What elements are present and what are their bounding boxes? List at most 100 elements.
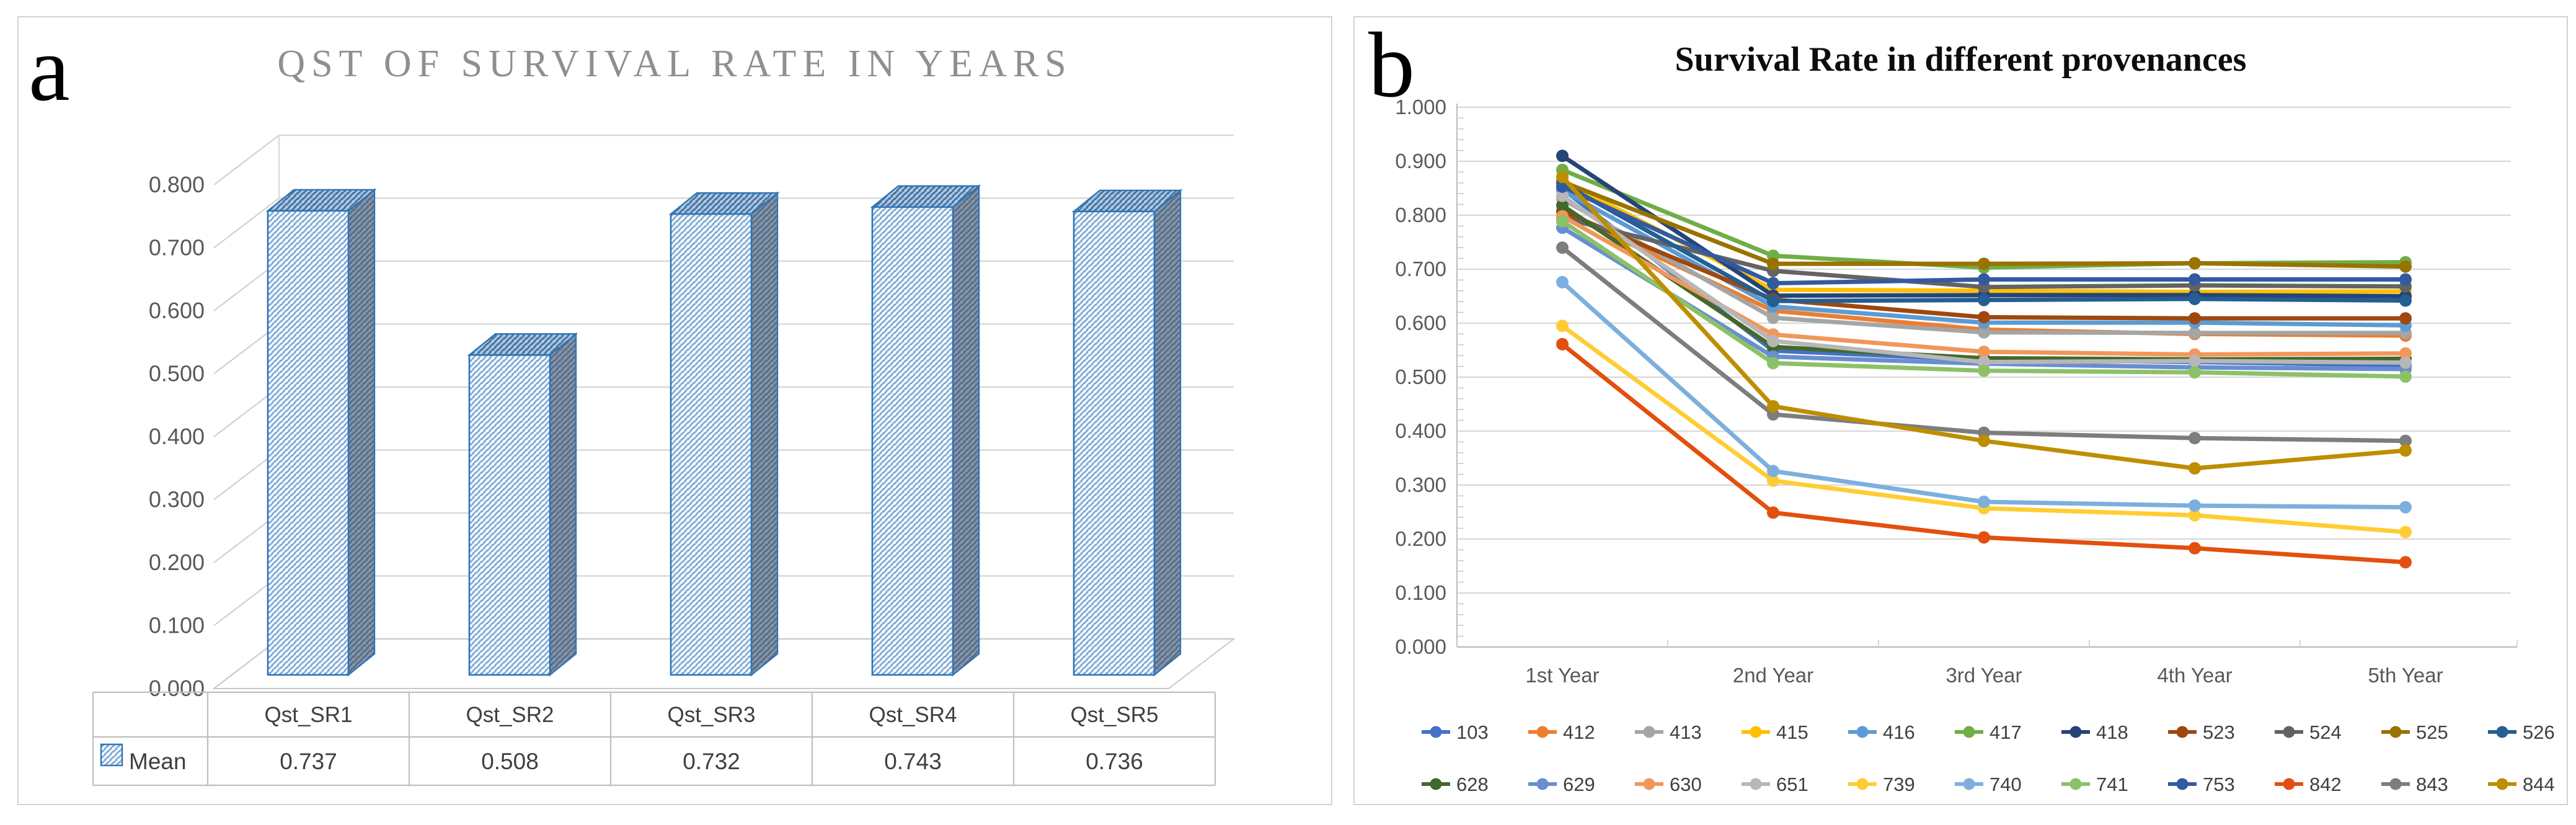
series-marker xyxy=(2189,542,2201,555)
bar-front-face xyxy=(670,213,753,676)
series-marker xyxy=(1767,400,1779,412)
bar-chart-title: QST OF SURVIVAL RATE IN YEARS xyxy=(277,43,1073,85)
legend-item-413: 413 xyxy=(1635,721,1702,743)
legend-marker-icon xyxy=(1963,726,1975,738)
series-741 xyxy=(1556,215,2412,383)
series-marker xyxy=(1556,337,1569,350)
legend-label: 739 xyxy=(1883,774,1915,795)
legend-label: 842 xyxy=(2309,774,2342,795)
y-tick-label: 0.200 xyxy=(1395,527,1446,550)
mean-value-cell: 0.732 xyxy=(683,749,740,774)
series-marker xyxy=(2189,462,2201,475)
legend-marker-icon xyxy=(1536,778,1549,790)
y-tick-leader xyxy=(213,197,280,249)
series-marker xyxy=(1978,434,1990,447)
panel-b-label: b xyxy=(1368,14,1415,117)
series-842 xyxy=(1556,337,2412,569)
bar-front-face xyxy=(267,210,350,676)
legend-marker-icon xyxy=(1430,726,1442,738)
bar-side-face xyxy=(1153,189,1182,677)
series-marker xyxy=(2399,370,2412,383)
series-marker xyxy=(1556,275,1569,288)
series-marker xyxy=(1556,180,1569,193)
floor xyxy=(212,638,1236,689)
bar-side-face xyxy=(750,191,779,677)
mean-row-label: Mean xyxy=(129,749,187,774)
legend-marker-icon xyxy=(1963,778,1975,790)
legend-item-417: 417 xyxy=(1955,721,2022,743)
y-tick-label: 0.500 xyxy=(149,361,205,386)
legend-item-630: 630 xyxy=(1635,774,1702,795)
y-tick-label: 0.300 xyxy=(149,487,205,512)
x-tick-label: 4th Year xyxy=(2157,664,2232,687)
series-753 xyxy=(1556,180,2412,290)
legend-label: 418 xyxy=(2096,721,2128,743)
series-marker xyxy=(1978,531,1990,544)
table-category-header: Qst_SR4 xyxy=(869,703,957,727)
legend-item-525: 525 xyxy=(2381,721,2448,743)
legend-label: 524 xyxy=(2309,721,2342,743)
series-marker xyxy=(2399,273,2412,286)
table-category-header: Qst_SR3 xyxy=(668,703,756,727)
legend-item-843: 843 xyxy=(2381,774,2448,795)
legend-item-753: 753 xyxy=(2168,774,2235,795)
legend-marker-icon xyxy=(2496,726,2508,738)
y-tick-label: 0.100 xyxy=(1395,581,1446,604)
bar-front-face xyxy=(871,206,954,676)
series-marker xyxy=(2189,366,2201,379)
series-marker xyxy=(2399,294,2412,307)
legend-item-524: 524 xyxy=(2275,721,2342,743)
legend-item-412: 412 xyxy=(1528,721,1595,743)
legend-label: 415 xyxy=(1776,721,1808,743)
legend-label: 740 xyxy=(1990,774,2022,795)
panel-b-line-chart: b Survival Rate in different provenances… xyxy=(1353,16,2568,805)
bar-side-face xyxy=(952,184,980,677)
series-marker xyxy=(2399,525,2412,538)
table-category-header: Qst_SR2 xyxy=(466,703,554,727)
series-marker xyxy=(1556,189,1569,202)
y-tick-label: 0.000 xyxy=(149,676,205,701)
series-marker xyxy=(2399,260,2412,273)
legend-label: 526 xyxy=(2523,721,2555,743)
y-tick-label: 0.800 xyxy=(1395,203,1446,226)
legend-marker-icon xyxy=(1430,778,1442,790)
series-marker xyxy=(2189,499,2201,512)
y-tick-label: 0.600 xyxy=(149,298,205,323)
legend-item-103: 103 xyxy=(1422,721,1489,743)
y-tick-label: 0.900 xyxy=(1395,149,1446,172)
legend-item-418: 418 xyxy=(2061,721,2128,743)
series-marker xyxy=(1767,465,1779,478)
legend-marker-icon xyxy=(2176,726,2189,738)
legend-label: 523 xyxy=(2203,721,2235,743)
y-tick-label: 0.700 xyxy=(1395,257,1446,280)
legend-item-416: 416 xyxy=(1848,721,1915,743)
mean-value-cell: 0.743 xyxy=(884,749,942,774)
table-category-header: Qst_SR1 xyxy=(265,703,353,727)
series-marker xyxy=(2399,347,2412,360)
series-marker xyxy=(1978,293,1990,306)
legend-marker-icon xyxy=(2389,778,2402,790)
series-marker xyxy=(2189,257,2201,270)
mean-value-cell: 0.737 xyxy=(280,749,337,774)
mean-value-cell: 0.736 xyxy=(1086,749,1143,774)
series-marker xyxy=(1978,346,1990,359)
y-tick-label: 0.700 xyxy=(149,235,205,261)
table-category-header: Qst_SR5 xyxy=(1071,703,1159,727)
series-marker xyxy=(2399,501,2412,514)
series-marker xyxy=(2189,354,2201,367)
legend-label: 416 xyxy=(1883,721,1915,743)
x-tick-label: 5th Year xyxy=(2368,664,2443,687)
series-marker xyxy=(1978,496,1990,508)
series-marker xyxy=(2399,356,2412,369)
legend-marker-icon xyxy=(2069,778,2082,790)
line-chart-canvas: 0.000 0.100 0.200 0.300 0.400 0.500 0.600 0.700… xyxy=(1395,96,2555,795)
bar-chart-3d-canvas: 0.000 0.100 0.200 0.300 0.400 0.500 0.600 0.700… xyxy=(92,134,1236,787)
legend-item-629: 629 xyxy=(1528,774,1595,795)
legend-marker-icon xyxy=(2389,726,2402,738)
series-651 xyxy=(1556,189,2412,369)
legend-item-740: 740 xyxy=(1955,774,2022,795)
series-marker xyxy=(1978,311,1990,324)
y-tick-label: 0.600 xyxy=(1395,311,1446,334)
series-marker xyxy=(1767,295,1779,308)
series-marker xyxy=(2399,312,2412,325)
